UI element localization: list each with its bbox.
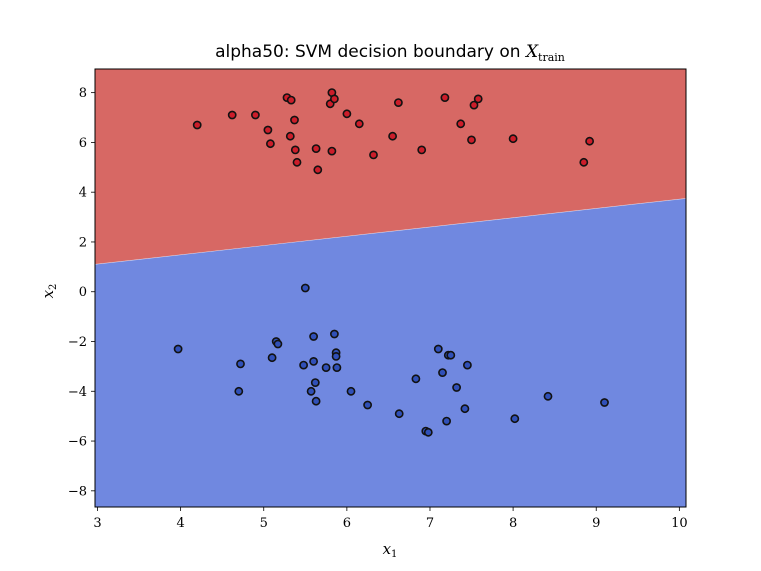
y-tick-label: −2	[68, 335, 87, 350]
y-tick-label: −6	[68, 435, 87, 450]
scatter-point-class1-19	[363, 400, 372, 410]
scatter-point-class0-21	[393, 98, 403, 107]
scatter-point-class1-0	[173, 344, 183, 354]
scatter-point-class1-26	[442, 416, 451, 426]
scatter-point-class1-31	[462, 360, 472, 370]
scatter-point-class1-5	[273, 339, 283, 349]
y-tick-label: 8	[79, 86, 87, 101]
scatter-point-class0-23	[440, 93, 450, 102]
scatter-point-class1-2	[236, 359, 245, 369]
decision-boundary	[94, 198, 687, 265]
scatter-point-class0-2	[250, 110, 260, 120]
scatter-point-class1-9	[309, 332, 318, 341]
scatter-point-class0-1	[227, 110, 237, 120]
scatter-point-class1-13	[321, 363, 331, 372]
scatter-point-class1-32	[510, 414, 520, 424]
scatter-point-class1-33	[543, 391, 553, 401]
scatter-point-class0-17	[342, 109, 352, 119]
scatter-point-class1-20	[394, 409, 404, 419]
scatter-point-class1-17	[332, 363, 342, 372]
x-axis-ticks: 3 4 5 6 7 8 9 10	[93, 507, 688, 531]
scatter-point-class0-11	[311, 144, 321, 153]
scatter-point-class0-27	[473, 94, 483, 104]
scatter-point-class0-28	[508, 134, 518, 144]
scatter-point-class1-8	[306, 386, 316, 396]
scatter-point-class1-7	[299, 360, 308, 370]
plot-frame	[94, 68, 687, 508]
scatter-point-class1-14	[329, 329, 339, 339]
scatter-point-class0-8	[290, 115, 299, 125]
chart-title-subscript: train	[538, 51, 565, 64]
x-tick-label: 9	[592, 516, 600, 531]
scatter-point-class0-12	[313, 165, 323, 175]
x-tick-label: 4	[176, 516, 184, 531]
scatter-point-class0-16	[327, 146, 337, 156]
plot-area	[94, 68, 687, 508]
scatter-points	[173, 88, 609, 437]
y-axis-label-subscript: 2	[48, 284, 59, 290]
y-tick-label: 6	[79, 136, 87, 151]
scatter-point-class0-26	[469, 100, 479, 110]
y-tick-label: −8	[68, 484, 87, 499]
scatter-point-class0-6	[286, 95, 296, 105]
scatter-point-class0-19	[369, 150, 378, 160]
scatter-point-class1-30	[460, 404, 470, 414]
scatter-point-class1-24	[433, 344, 443, 354]
y-tick-label: 0	[79, 285, 87, 300]
scatter-point-class0-10	[292, 157, 302, 167]
scatter-point-class1-21	[411, 374, 421, 384]
scatter-point-class1-25	[438, 368, 447, 377]
scatter-point-class0-7	[285, 131, 295, 141]
scatter-point-class0-4	[265, 139, 275, 149]
scatter-point-class0-30	[585, 136, 594, 146]
scatter-point-class1-18	[346, 386, 356, 396]
scatter-point-class0-3	[263, 125, 273, 135]
x-tick-label: 3	[93, 516, 101, 531]
scatter-point-class0-20	[388, 131, 397, 141]
x-tick-label: 7	[426, 516, 434, 531]
scatter-point-class1-28	[446, 350, 456, 360]
scatter-point-class0-18	[354, 119, 364, 129]
scatter-point-class0-9	[290, 145, 300, 155]
scatter-point-class1-6	[300, 283, 310, 293]
x-axis-label-subscript: 1	[391, 549, 397, 560]
scatter-point-class1-1	[234, 386, 244, 396]
scatter-point-class1-3	[267, 353, 277, 363]
scatter-point-class0-15	[329, 94, 339, 104]
scatter-point-class1-29	[452, 383, 461, 392]
scatter-point-class0-29	[579, 157, 589, 167]
scatter-point-class1-23	[423, 427, 433, 437]
lower-region	[95, 198, 686, 507]
y-tick-label: 2	[79, 235, 87, 250]
y-tick-label: 4	[79, 186, 87, 201]
x-tick-label: 8	[509, 516, 517, 531]
scatter-point-class0-0	[192, 120, 202, 130]
scatter-point-class0-24	[456, 119, 466, 129]
x-axis-label: x1	[383, 540, 398, 560]
y-tick-label: −4	[68, 385, 87, 400]
y-axis-label: x2	[39, 284, 59, 299]
x-tick-label: 5	[260, 516, 268, 531]
scatter-point-class0-25	[467, 135, 476, 145]
y-axis-ticks: −8 −6 −4 −2 0 2 4 6 8	[68, 86, 95, 499]
x-tick-label: 6	[343, 516, 351, 531]
x-tick-label: 10	[671, 516, 688, 531]
upper-region	[95, 69, 686, 265]
chart-title: alpha50: SVM decision boundary on Xtrain	[215, 42, 565, 64]
scatter-point-class1-34	[600, 398, 609, 407]
scatter-point-class0-22	[417, 145, 427, 155]
scatter-point-class1-12	[311, 396, 321, 406]
scatter-point-class1-16	[331, 351, 341, 361]
scatter-point-class1-11	[310, 378, 320, 387]
scatter-point-class1-10	[309, 356, 318, 366]
